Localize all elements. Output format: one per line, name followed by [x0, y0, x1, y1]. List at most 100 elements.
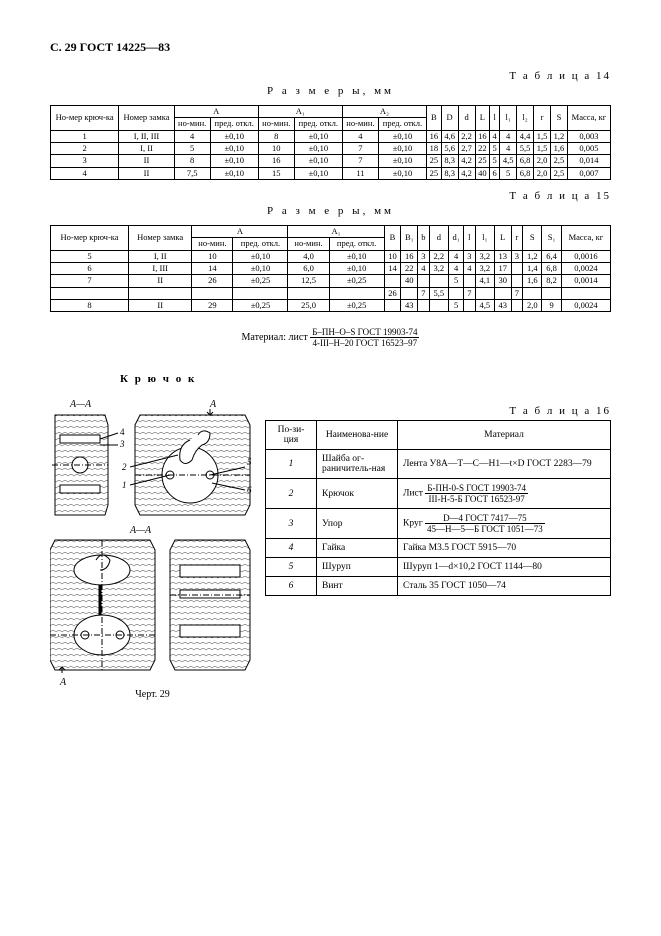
th-L: L [494, 226, 511, 251]
cell: 0,0014 [561, 275, 610, 287]
cell: 22 [401, 263, 418, 275]
table-row: 4ГайкаГайка М3.5 ГОСТ 5915—70 [266, 539, 611, 558]
th-b: b [418, 226, 429, 251]
cell: ±0,10 [378, 130, 426, 142]
cell: ±0,25 [329, 300, 384, 312]
th-l1: l₁ [475, 226, 494, 251]
cell [494, 287, 511, 299]
table-row: 5I, II10±0,104,0±0,10101632,2433,21331,2… [51, 250, 611, 262]
cell: 3 [464, 250, 475, 262]
cell: 8,2 [542, 275, 561, 287]
cell [384, 300, 401, 312]
cell: ±0,25 [329, 275, 384, 287]
cell: 3,2 [475, 250, 494, 262]
th-S: S [523, 226, 542, 251]
cell-material: Лента У8А—Т—С—Н1—t×D ГОСТ 2283—79 [398, 450, 611, 479]
cell: 7 [464, 287, 475, 299]
cell: I, II, III [119, 130, 174, 142]
cell-pos: 6 [266, 577, 317, 596]
cell: 6,8 [517, 167, 534, 179]
cell [288, 287, 329, 299]
table-row: 2I, II5±0,1010±0,107±0,10185,62,722545,5… [51, 143, 611, 155]
table-row: 2КрючокЛист Б-ПН-0-S ГОСТ 19903-74III-Н-… [266, 479, 611, 509]
material-bot: 4-III–Н–20 ГОСТ 16523–97 [310, 338, 419, 348]
cell: 0,0024 [561, 300, 610, 312]
section-hook-title: К р ю ч о к [120, 373, 611, 385]
cell: 6 [490, 167, 500, 179]
cell: ±0,10 [233, 250, 288, 262]
cell: 2,2 [429, 250, 448, 262]
cell: 12,5 [288, 275, 329, 287]
th-d: d [429, 226, 448, 251]
svg-text:А: А [59, 677, 67, 685]
drawing-29: А—А 4 3 А [50, 395, 255, 700]
table-row: 4II7,5±0,1015±0,1011±0,10258,34,240656,8… [51, 167, 611, 179]
cell: 1,5 [534, 130, 551, 142]
cell: II [129, 300, 192, 312]
cell: 26 [192, 275, 233, 287]
table-row: 5ШурупШуруп 1—d×10,2 ГОСТ 1144—80 [266, 558, 611, 577]
cell: 1,2 [523, 250, 542, 262]
table-row: 7II26±0,2512,5±0,254054,1301,68,20,0014 [51, 275, 611, 287]
cell: 30 [494, 275, 511, 287]
cell: ±0,10 [378, 167, 426, 179]
cell: 4 [418, 263, 429, 275]
cell: 6,4 [542, 250, 561, 262]
cell [192, 287, 233, 299]
cell: 40 [401, 275, 418, 287]
cell: 8 [174, 155, 210, 167]
cell: 25 [475, 155, 490, 167]
cell: 4,6 [441, 130, 458, 142]
cell: 43 [494, 300, 511, 312]
cell: 5 [174, 143, 210, 155]
material-line: Материал: лист Б–ПН–О–S ГОСТ 19903-74 4-… [50, 327, 611, 348]
cell: ±0,10 [210, 167, 258, 179]
cell: 3,2 [475, 263, 494, 275]
cell [233, 287, 288, 299]
cell [464, 300, 475, 312]
cell: 17 [494, 263, 511, 275]
th-L: L [475, 106, 490, 131]
cell: 1,5 [534, 143, 551, 155]
th-D: D [441, 106, 458, 131]
table14-label: Т а б л и ц а 14 [50, 70, 611, 82]
cell: ±0,10 [294, 143, 342, 155]
th-B: B [384, 226, 401, 251]
th-nomin: но-мин. [288, 238, 329, 250]
cell: I, II [119, 143, 174, 155]
cell-pos: 2 [266, 479, 317, 509]
cell: 6,0 [288, 263, 329, 275]
cell: 13 [494, 250, 511, 262]
cell: 11 [342, 167, 378, 179]
th-pred: пред. откл. [233, 238, 288, 250]
cell-name: Крючок [317, 479, 398, 509]
th-r: r [534, 106, 551, 131]
table-row: 2675,577 [51, 287, 611, 299]
cell: 4,2 [458, 155, 475, 167]
cell-pos: 4 [266, 539, 317, 558]
cell [475, 287, 494, 299]
cell: 2 [51, 143, 119, 155]
cell: 0,005 [567, 143, 610, 155]
th-A1: A₁ [288, 226, 384, 238]
th-name: Наименова-ние [317, 421, 398, 450]
table-row: 8II29±0,2525,0±0,254354,5432,090,0024 [51, 300, 611, 312]
cell: 4 [500, 143, 517, 155]
cell: 1,6 [550, 143, 567, 155]
th-l: l [464, 226, 475, 251]
th-l: l [490, 106, 500, 131]
cell: 2,0 [534, 167, 551, 179]
table-row: 1I, II, III4±0,108±0,104±0,10164,62,2164… [51, 130, 611, 142]
cell: I, III [129, 263, 192, 275]
cell [384, 275, 401, 287]
th-pred: пред. откл. [329, 238, 384, 250]
cell-material: Шуруп 1—d×10,2 ГОСТ 1144—80 [398, 558, 611, 577]
cell: 3 [51, 155, 119, 167]
cell-name: Шайба ог-раничитель-ная [317, 450, 398, 479]
cell [542, 287, 561, 299]
cell: 16 [401, 250, 418, 262]
cell [129, 287, 192, 299]
cell: 15 [258, 167, 294, 179]
cell: ±0,10 [233, 263, 288, 275]
cell-pos: 3 [266, 509, 317, 539]
